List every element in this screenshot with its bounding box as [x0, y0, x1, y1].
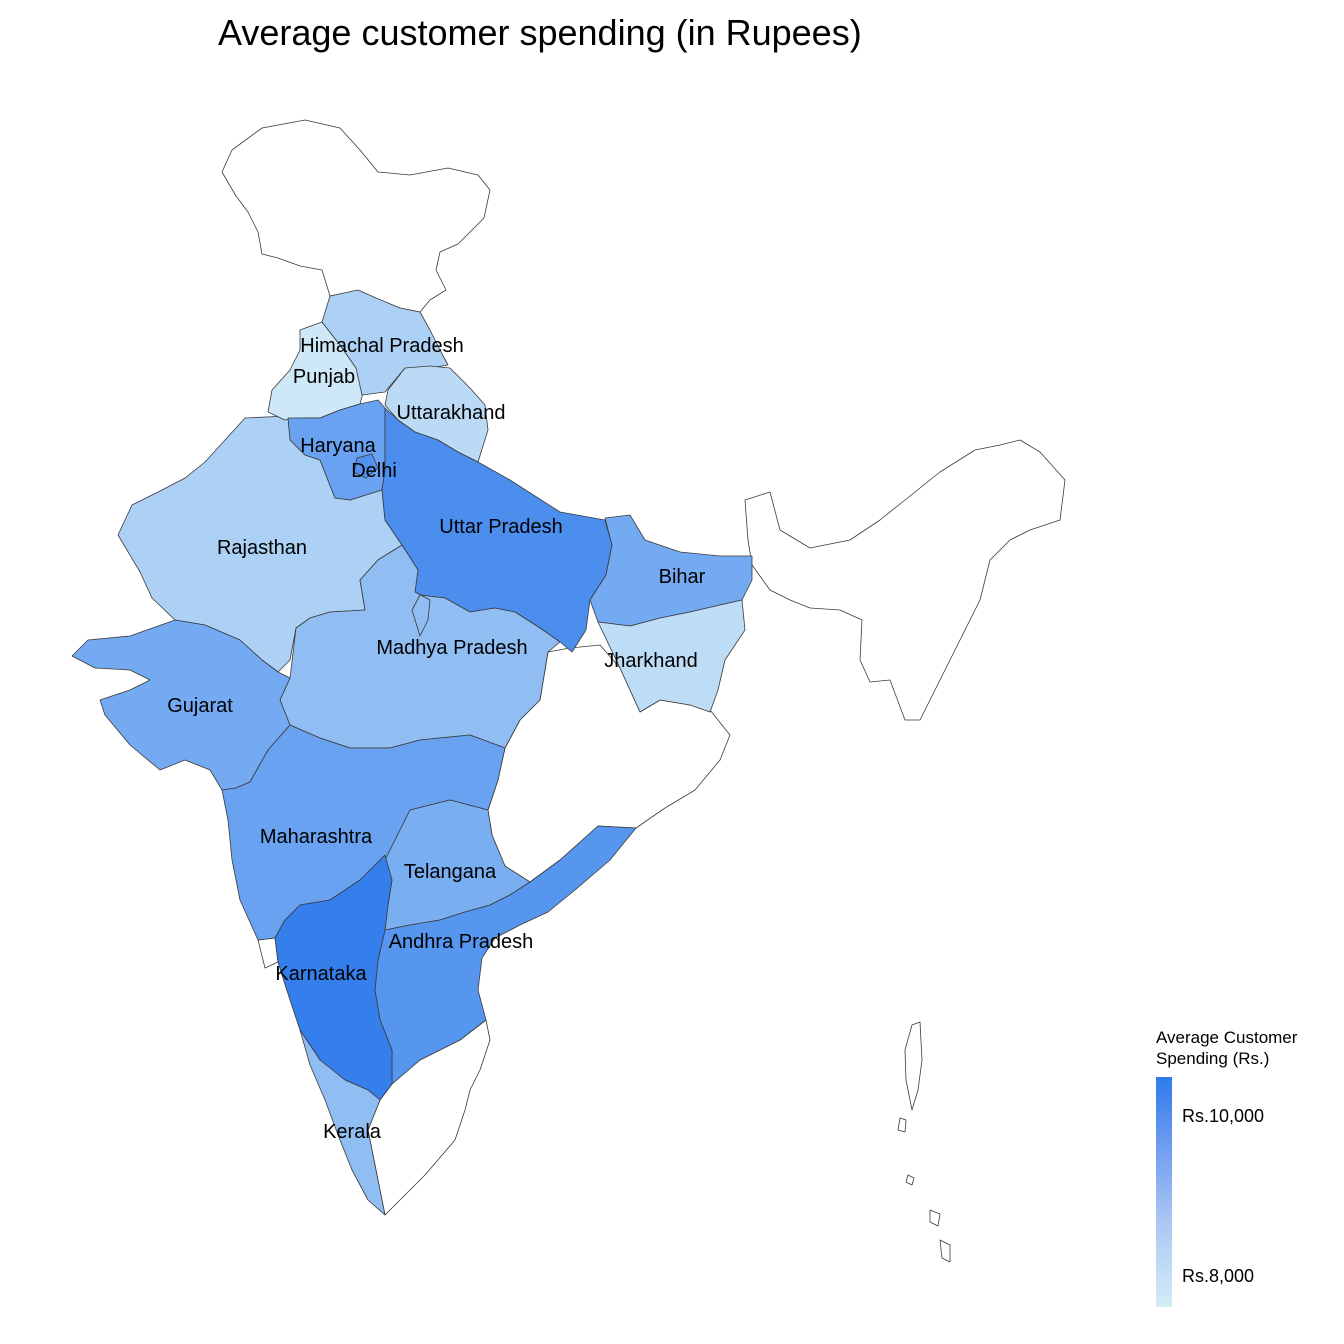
region-andaman-islands — [904, 1021, 923, 1111]
label-maharashtra: Maharashtra — [260, 826, 373, 848]
legend-tick-mark-8000 — [1172, 1277, 1178, 1278]
label-delhi: Delhi — [351, 460, 397, 482]
legend-tick-label-10000: Rs.10,000 — [1182, 1106, 1265, 1126]
label-gujarat: Gujarat — [167, 695, 233, 717]
legend-tick-mark-10000 — [1172, 1117, 1178, 1118]
label-bihar: Bihar — [659, 566, 706, 588]
region-andaman-south — [897, 1117, 907, 1133]
region-karnataka[interactable] — [274, 854, 393, 1101]
region-northeast — [744, 439, 1066, 721]
label-uttar-pradesh: Uttar Pradesh — [439, 516, 562, 538]
region-kerala[interactable] — [299, 1029, 386, 1216]
data-regions — [71, 289, 753, 1216]
label-madhya-pradesh: Madhya Pradesh — [376, 637, 527, 659]
legend-title-line-1: Average Customer — [1156, 1028, 1298, 1047]
label-jharkhand: Jharkhand — [604, 650, 697, 672]
legend-colorbar — [1156, 1077, 1172, 1307]
region-nicobar-3 — [939, 1239, 951, 1263]
region-delhi[interactable] — [353, 453, 379, 479]
state-labels: Himachal Pradesh Punjab Uttarakhand Hary… — [167, 335, 705, 1143]
no-data-regions — [221, 119, 1066, 1263]
legend-tick-label-8000: Rs.8,000 — [1182, 1266, 1255, 1286]
legend-title: Average Customer Spending (Rs.) — [1156, 1027, 1344, 1069]
label-karnataka: Karnataka — [275, 963, 367, 985]
region-jammu-kashmir — [221, 119, 491, 313]
map-title: Average customer spending (in Rupees) — [218, 12, 862, 53]
label-telangana: Telangana — [404, 861, 497, 883]
region-nicobar-2 — [929, 1209, 941, 1227]
label-himachal-pradesh: Himachal Pradesh — [300, 335, 463, 357]
label-punjab: Punjab — [293, 366, 355, 388]
label-kerala: Kerala — [323, 1121, 382, 1143]
legend-title-line-2: Spending (Rs.) — [1156, 1049, 1270, 1068]
region-jharkhand[interactable] — [597, 599, 746, 713]
label-haryana: Haryana — [300, 435, 376, 457]
label-andhra-pradesh: Andhra Pradesh — [389, 931, 534, 953]
label-rajasthan: Rajasthan — [217, 537, 307, 559]
label-uttarakhand: Uttarakhand — [397, 402, 506, 424]
region-nicobar-1 — [905, 1174, 915, 1186]
